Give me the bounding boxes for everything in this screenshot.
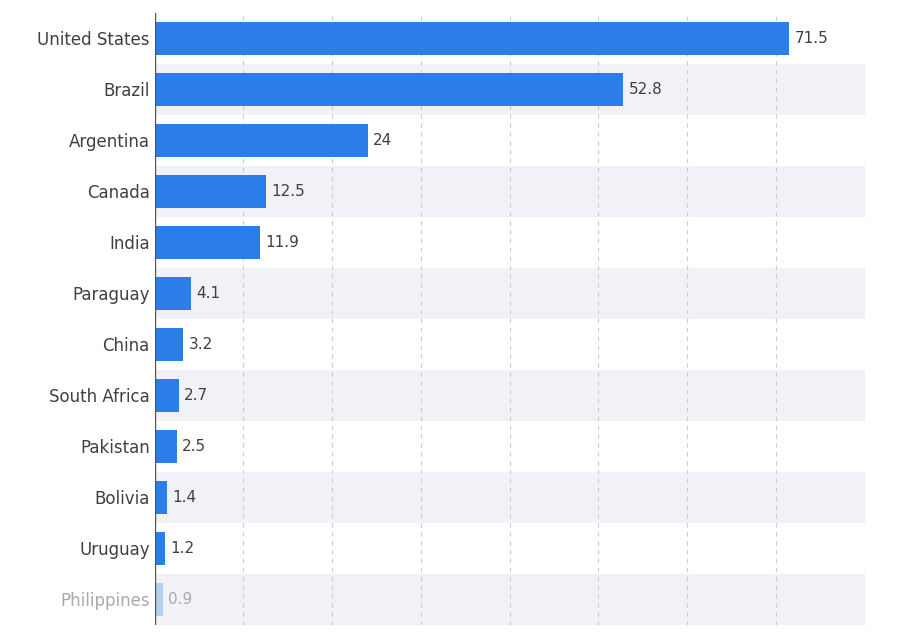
Text: 2.5: 2.5 — [182, 439, 207, 454]
Bar — [155, 22, 789, 55]
Bar — [155, 523, 864, 574]
Text: 1.4: 1.4 — [173, 489, 197, 505]
Bar — [155, 574, 864, 625]
Bar — [155, 480, 167, 514]
Bar — [155, 471, 864, 523]
Bar — [155, 277, 191, 310]
Bar — [155, 532, 166, 565]
Text: 2.7: 2.7 — [184, 388, 208, 402]
Text: 3.2: 3.2 — [188, 337, 213, 352]
Bar — [155, 370, 864, 421]
Bar — [155, 268, 864, 319]
Text: 12.5: 12.5 — [271, 184, 305, 199]
Bar — [155, 175, 266, 208]
Bar — [155, 217, 864, 268]
Text: 11.9: 11.9 — [266, 235, 299, 250]
Text: 52.8: 52.8 — [629, 82, 662, 97]
Bar — [155, 319, 864, 370]
Bar — [155, 64, 864, 115]
Bar — [155, 166, 864, 217]
Bar — [155, 583, 163, 616]
Text: 24: 24 — [373, 133, 392, 148]
Text: 71.5: 71.5 — [794, 31, 828, 46]
Bar — [155, 379, 178, 412]
Bar — [155, 430, 177, 463]
Text: 0.9: 0.9 — [168, 592, 192, 607]
Text: 1.2: 1.2 — [171, 541, 195, 556]
Bar — [155, 226, 260, 259]
Bar — [155, 124, 368, 157]
Bar — [155, 115, 864, 166]
Bar — [155, 328, 183, 361]
Bar — [155, 421, 864, 471]
Bar — [155, 13, 864, 64]
Bar — [155, 73, 623, 106]
Text: 4.1: 4.1 — [197, 286, 220, 301]
